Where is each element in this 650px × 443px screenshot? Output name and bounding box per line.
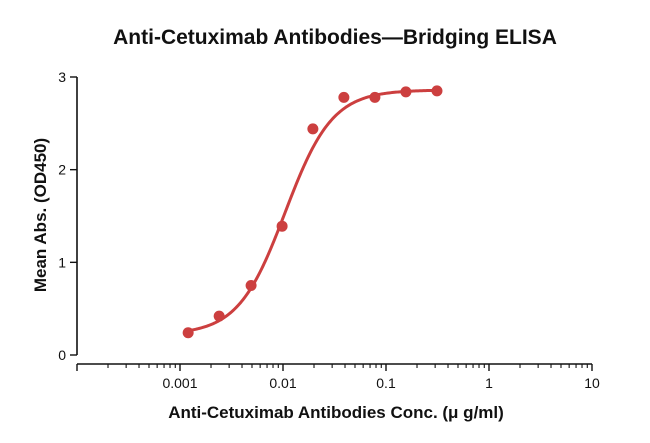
fit-curve bbox=[186, 88, 439, 333]
data-point bbox=[338, 91, 350, 103]
y-axis-label: Mean Abs. (OD450) bbox=[31, 138, 50, 292]
x-axis-label: Anti-Cetuximab Antibodies Conc. (μ g/ml) bbox=[168, 403, 504, 422]
y-tick-label: 1 bbox=[58, 254, 66, 270]
data-point bbox=[245, 280, 257, 291]
chart-title: Anti-Cetuximab Antibodies—Bridging ELISA bbox=[113, 26, 557, 49]
data-point bbox=[276, 220, 288, 232]
data-point bbox=[213, 310, 225, 322]
data-point bbox=[431, 85, 443, 97]
y-tick-label: 0 bbox=[58, 347, 66, 363]
data-point bbox=[369, 91, 381, 103]
y-tick-label: 2 bbox=[58, 162, 66, 178]
axes: 0 1 2 3 0.001 0.01 0.1 1 10 bbox=[58, 69, 600, 391]
data-points-layer bbox=[182, 85, 443, 339]
fit-curve-layer bbox=[186, 88, 439, 333]
y-tick-label: 3 bbox=[58, 69, 66, 85]
data-point bbox=[400, 86, 412, 98]
data-point bbox=[307, 123, 319, 135]
x-tick-label: 10 bbox=[584, 375, 600, 391]
x-tick-label: 0.01 bbox=[269, 375, 296, 391]
x-tick-label: 0.001 bbox=[162, 375, 197, 391]
x-tick-label: 1 bbox=[485, 375, 493, 391]
x-tick-label: 0.1 bbox=[376, 375, 396, 391]
data-point bbox=[182, 327, 194, 339]
